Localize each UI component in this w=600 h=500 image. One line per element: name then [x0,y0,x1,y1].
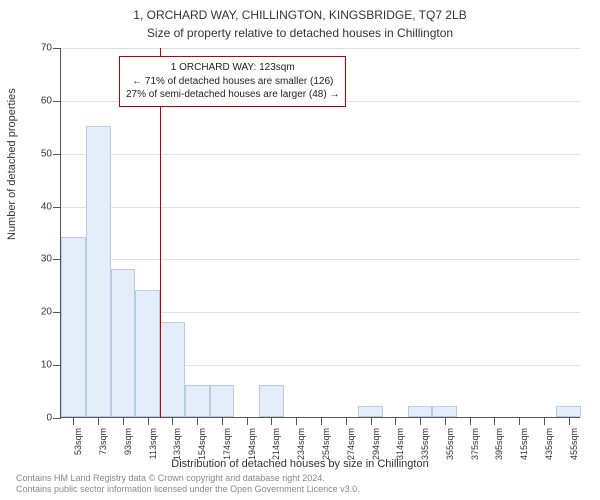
y-tick [53,418,61,419]
x-axis-label: Distribution of detached houses by size … [0,458,600,470]
marker-info-line: ← 71% of detached houses are smaller (12… [126,75,339,89]
y-tick-label: 60 [24,95,52,106]
x-tick [271,417,272,425]
y-tick-label: 20 [24,307,52,318]
y-tick [53,154,61,155]
x-tick [98,417,99,425]
y-tick [53,48,61,49]
y-tick [53,207,61,208]
x-tick [148,417,149,425]
marker-info-line: 27% of semi-detached houses are larger (… [126,88,339,102]
footer-line-1: Contains HM Land Registry data © Crown c… [16,473,360,485]
x-tick [544,417,545,425]
gridline [61,259,580,260]
y-tick-label: 0 [24,413,52,424]
histogram-bar [185,385,210,417]
footer-attribution: Contains HM Land Registry data © Crown c… [16,473,360,496]
y-tick [53,312,61,313]
histogram-bar [358,406,383,417]
page-title-address: 1, ORCHARD WAY, CHILLINGTON, KINGSBRIDGE… [0,0,600,22]
x-tick [371,417,372,425]
y-tick-label: 70 [24,43,52,54]
x-tick [395,417,396,425]
y-tick [53,259,61,260]
x-tick [73,417,74,425]
y-tick [53,365,61,366]
x-tick [321,417,322,425]
histogram-bar [432,406,457,417]
y-tick-label: 40 [24,201,52,212]
histogram-bar [160,322,185,417]
gridline [61,48,580,49]
histogram-bar [135,290,160,417]
histogram-bar [210,385,235,417]
histogram-bar [61,237,86,417]
histogram-bar [259,385,284,417]
marker-info-line: 1 ORCHARD WAY: 123sqm [126,61,339,75]
x-tick [197,417,198,425]
x-tick [346,417,347,425]
marker-info-box: 1 ORCHARD WAY: 123sqm← 71% of detached h… [119,56,346,107]
histogram-bar [408,406,433,417]
x-tick [420,417,421,425]
histogram-bar [556,406,581,417]
y-tick-label: 50 [24,148,52,159]
x-tick [247,417,248,425]
gridline [61,154,580,155]
x-tick [222,417,223,425]
x-tick [172,417,173,425]
y-axis-label: Number of detached properties [6,88,18,240]
histogram-bar [86,126,111,417]
histogram-bar [111,269,136,417]
y-tick [53,101,61,102]
gridline [61,207,580,208]
x-tick [519,417,520,425]
histogram-chart: 01020304050607053sqm73sqm93sqm113sqm133s… [60,48,580,418]
x-tick [569,417,570,425]
x-tick [470,417,471,425]
y-tick-label: 10 [24,360,52,371]
x-tick [296,417,297,425]
footer-line-2: Contains public sector information licen… [16,484,360,496]
x-tick [445,417,446,425]
x-tick [494,417,495,425]
x-tick [123,417,124,425]
y-tick-label: 30 [24,254,52,265]
page-subtitle: Size of property relative to detached ho… [0,22,600,40]
